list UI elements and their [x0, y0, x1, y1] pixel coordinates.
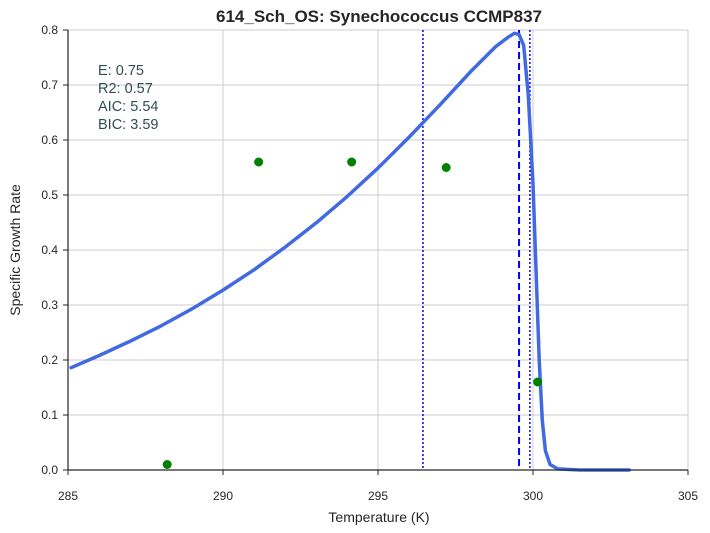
- data-point: [533, 377, 543, 387]
- x-axis-label: Temperature (K): [328, 509, 429, 525]
- y-tick-label: 0.6: [41, 133, 58, 147]
- y-tick-label: 0.0: [41, 463, 58, 477]
- fit-curve-layer: [69, 31, 631, 472]
- x-tick-label: 295: [368, 489, 388, 503]
- axes: [63, 29, 689, 475]
- stat-e: E: 0.75: [98, 63, 144, 79]
- stat-bic: BIC: 3.59: [98, 117, 158, 133]
- stat-aic: AIC: 5.54: [98, 99, 158, 115]
- y-tick-label: 0.3: [41, 298, 58, 312]
- chart-title: 614_Sch_OS: Synechococcus CCMP837: [216, 7, 542, 26]
- data-point: [441, 163, 451, 172]
- y-axis-label: Specific Growth Rate: [7, 184, 23, 316]
- y-tick-label: 0.4: [41, 243, 58, 257]
- data-points: [162, 157, 543, 469]
- fit-curve: [69, 31, 631, 472]
- x-tick-label: 285: [58, 489, 78, 503]
- data-point: [162, 460, 172, 469]
- data-point: [347, 157, 357, 167]
- y-tick-label: 0.8: [41, 23, 58, 37]
- y-tick-label: 0.5: [41, 188, 58, 202]
- tick-labels: 0.0 0.1 0.2 0.3 0.4 0.5 0.6 0.7 0.8 285 290 295 300 3…: [41, 23, 698, 503]
- stat-r2: R2: 0.57: [98, 81, 153, 97]
- x-tick-label: 300: [523, 489, 543, 503]
- grid: [67, 29, 689, 471]
- y-tick-label: 0.7: [41, 78, 58, 92]
- x-tick-label: 305: [678, 489, 698, 503]
- y-tick-label: 0.2: [41, 353, 58, 367]
- y-tick-label: 0.1: [41, 408, 58, 422]
- data-point: [254, 157, 264, 167]
- x-tick-label: 290: [213, 489, 233, 503]
